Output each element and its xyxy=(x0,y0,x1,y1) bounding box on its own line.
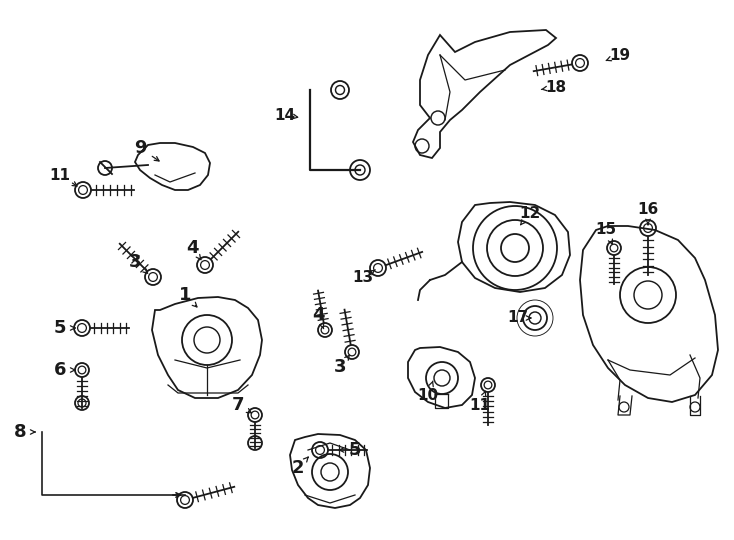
Text: 1: 1 xyxy=(179,286,192,304)
Text: 19: 19 xyxy=(609,48,631,63)
Text: 14: 14 xyxy=(275,107,296,123)
Text: 18: 18 xyxy=(545,79,567,94)
Text: 17: 17 xyxy=(507,310,528,326)
Text: 16: 16 xyxy=(637,202,658,218)
Text: 2: 2 xyxy=(291,459,305,477)
Text: 5: 5 xyxy=(54,319,66,337)
Text: 15: 15 xyxy=(595,222,617,238)
Text: 10: 10 xyxy=(418,388,438,402)
Text: 13: 13 xyxy=(352,271,374,286)
Text: 9: 9 xyxy=(134,139,146,157)
Text: 7: 7 xyxy=(232,396,244,414)
Text: 11: 11 xyxy=(470,397,490,413)
Text: 4: 4 xyxy=(186,239,198,257)
Text: 12: 12 xyxy=(520,206,541,220)
Text: 3: 3 xyxy=(334,358,346,376)
Text: 8: 8 xyxy=(14,423,26,441)
Text: 11: 11 xyxy=(49,167,70,183)
Text: 5: 5 xyxy=(349,441,361,459)
Text: 4: 4 xyxy=(312,306,324,324)
Text: 3: 3 xyxy=(128,253,141,271)
Text: 6: 6 xyxy=(54,361,66,379)
